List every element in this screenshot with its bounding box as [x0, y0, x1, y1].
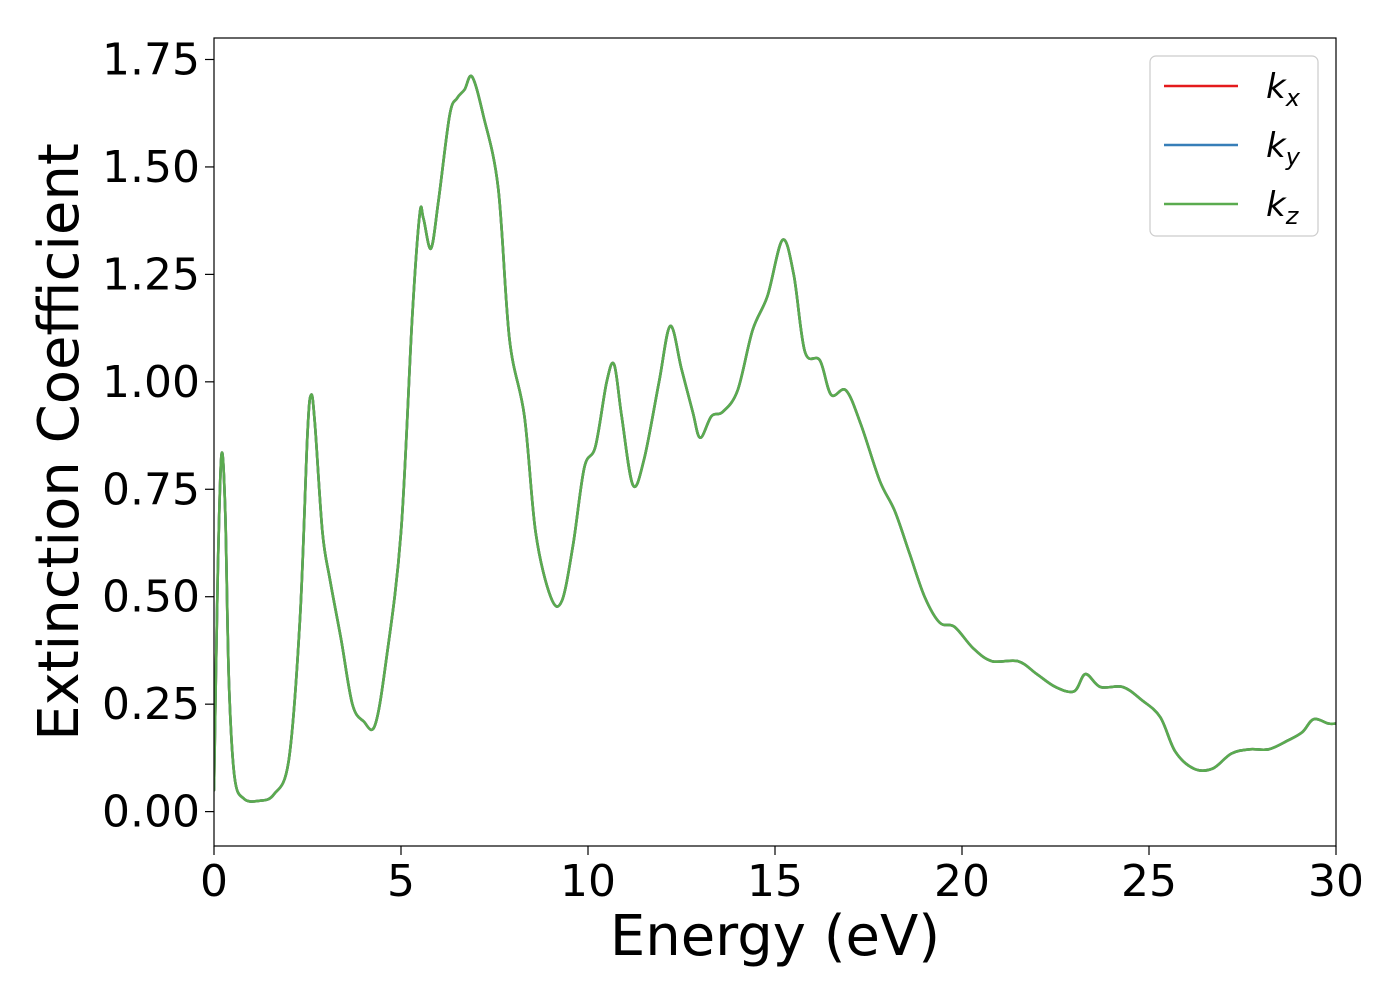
- y-tick-label: 1.50: [102, 142, 200, 193]
- x-tick-label: 25: [1121, 856, 1177, 907]
- y-tick-label: 1.75: [102, 34, 200, 85]
- legend-label-base: k: [1266, 67, 1287, 107]
- y-tick-label: 0.00: [102, 787, 200, 838]
- y-axis: 0.00 0.25 0.50 0.75 1.00 1.25 1.50 1.75: [102, 34, 214, 838]
- x-axis-label: Energy (eV): [610, 904, 940, 969]
- legend-label-subscript: x: [1285, 84, 1301, 112]
- legend-label-subscript: z: [1285, 202, 1300, 230]
- y-tick-label: 0.50: [102, 572, 200, 623]
- x-axis: 0 5 10 15 20 25 30: [200, 846, 1364, 907]
- legend-label-z: kz: [1266, 185, 1300, 230]
- x-tick-label: 0: [200, 856, 228, 907]
- x-tick-label: 30: [1308, 856, 1364, 907]
- x-tick-label: 15: [747, 856, 803, 907]
- y-tick-label: 1.25: [102, 249, 200, 300]
- x-tick-label: 10: [560, 856, 616, 907]
- y-tick-label: 0.75: [102, 464, 200, 515]
- x-tick-label: 5: [387, 856, 415, 907]
- y-tick-label: 0.25: [102, 679, 200, 730]
- y-axis-label: Extinction Coefficient: [27, 143, 92, 741]
- legend-label-base: k: [1266, 126, 1287, 166]
- x-tick-label: 20: [934, 856, 990, 907]
- legend-label-subscript: y: [1285, 143, 1301, 171]
- legend-label-base: k: [1266, 185, 1287, 225]
- series-layer: [214, 74, 1336, 803]
- series-line-z: [214, 74, 1336, 803]
- legend-label-x: kx: [1266, 67, 1301, 112]
- y-tick-label: 1.00: [102, 357, 200, 408]
- legend-label-y: ky: [1266, 126, 1301, 171]
